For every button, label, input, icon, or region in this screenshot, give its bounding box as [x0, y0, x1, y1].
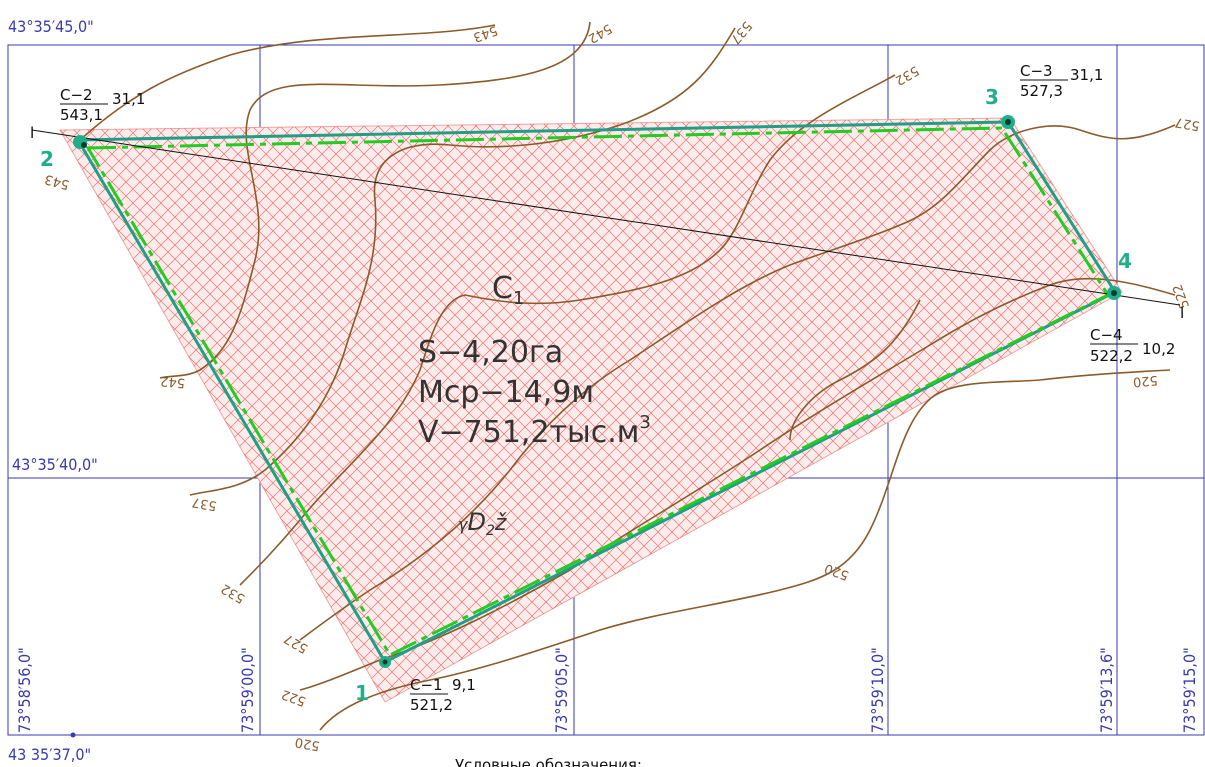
ore-block-hatch	[60, 118, 1122, 702]
lon-label: 73°59′13,6"	[1097, 647, 1116, 733]
block-area: S−4,20га	[418, 335, 563, 370]
geology-index: γD2ž	[458, 508, 507, 539]
contour-label: 537	[191, 494, 218, 513]
well-depth: 31,1	[112, 90, 145, 108]
contour-label: 537	[727, 18, 754, 47]
well-label-2: C−2 543,1 31,1	[60, 86, 145, 124]
longitude-labels: 73°58′56,0" 73°59′00,0" 73°59′05,0" 73°5…	[15, 647, 1199, 733]
lon-label: 73°58′56,0"	[15, 647, 34, 733]
well-label-1: C−1 521,2 9,1	[410, 676, 476, 714]
well-label-3: C−3 527,3 31,1	[1020, 62, 1103, 100]
contour-label: 527	[1174, 114, 1201, 133]
contour-label: 520	[823, 560, 851, 583]
well-elevation: 543,1	[60, 106, 103, 124]
well-depth: 9,1	[452, 676, 476, 694]
lon-label: 73°59′05,0"	[552, 647, 571, 733]
lat-label-top: 43°35′45,0"	[8, 17, 94, 36]
well-label-4: C−4 522,2 10,2	[1090, 326, 1175, 365]
point-number-2: 2	[40, 147, 54, 171]
contour-label: 520	[1132, 372, 1158, 389]
well-depth: 10,2	[1142, 340, 1175, 358]
contour-label: 532	[219, 580, 248, 605]
contour-label: 542	[160, 373, 186, 390]
block-name: C1	[492, 271, 524, 309]
well-id: C−1	[410, 676, 443, 694]
contour-520-b	[789, 299, 921, 441]
point-number-4: 4	[1118, 249, 1132, 273]
contour-527	[299, 124, 1176, 641]
contour-lines	[79, 21, 1176, 731]
contour-label: 532	[892, 62, 921, 87]
lat-label-bottom: 43 35′37,0"	[8, 745, 91, 764]
contour-label: 527	[282, 630, 311, 655]
lon-label: 73°59′00,0"	[238, 647, 257, 733]
contour-532	[239, 74, 896, 586]
well-elevation: 521,2	[410, 696, 453, 714]
well-id: C−2	[60, 86, 93, 104]
well-elevation: 527,3	[1020, 82, 1063, 100]
block-volume: V−751,2тыс.м3	[418, 412, 651, 450]
contour-520-a	[319, 369, 1171, 731]
corner-dot	[70, 732, 76, 738]
lon-label: 73°59′15,0"	[1180, 647, 1199, 733]
legend-title: Условные обозначения:	[455, 756, 642, 767]
lon-label: 73°59′10,0"	[868, 647, 887, 733]
map-frame	[7, 44, 1205, 736]
section-line	[31, 129, 1181, 306]
contour-label: 520	[294, 734, 321, 753]
point-number-3: 3	[985, 85, 999, 109]
well-elevation: 522,2	[1090, 347, 1133, 365]
block-thickness: Mcp−14,9м	[418, 375, 594, 410]
block-summary: C1 S−4,20га Mcp−14,9м V−751,2тыс.м3 γD2ž	[418, 271, 651, 539]
contour-542-a	[159, 21, 591, 379]
section-marker-left: I	[30, 123, 34, 142]
contour-537	[189, 27, 736, 496]
well-depth: 31,1	[1070, 66, 1103, 84]
point-number-1: 1	[355, 681, 369, 705]
corner-points	[73, 115, 1121, 668]
section-marker-right: I	[1180, 303, 1184, 322]
contour-label: 543	[43, 171, 71, 192]
well-id: C−3	[1020, 62, 1053, 80]
contour-543	[79, 24, 496, 141]
lat-label-mid: 43°35′40,0"	[12, 455, 98, 474]
contour-label: 543	[471, 22, 499, 45]
well-id: C−4	[1090, 326, 1123, 344]
